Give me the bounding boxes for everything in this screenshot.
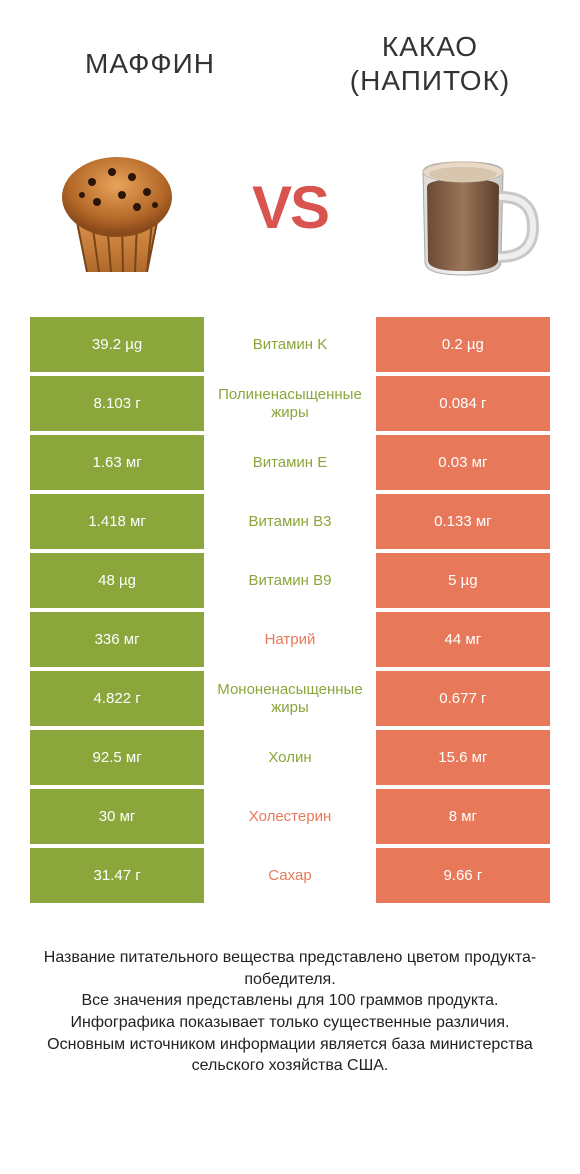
- right-value: 44 мг: [376, 612, 550, 667]
- right-value: 0.084 г: [376, 376, 550, 431]
- nutrition-row: 4.822 гМононенасыщенные жиры0.677 г: [30, 671, 550, 726]
- right-value: 9.66 г: [376, 848, 550, 903]
- muffin-icon: [37, 127, 197, 287]
- right-value: 0.677 г: [376, 671, 550, 726]
- nutrient-label: Натрий: [204, 612, 376, 667]
- right-product-title: КАКАО (НАПИТОК): [304, 30, 556, 97]
- nutrient-label: Витамин E: [204, 435, 376, 490]
- right-value: 5 µg: [376, 553, 550, 608]
- left-value: 1.418 мг: [30, 494, 204, 549]
- nutrition-row: 1.418 мгВитамин B30.133 мг: [30, 494, 550, 549]
- nutrient-label: Холин: [204, 730, 376, 785]
- header: МАФФИН КАКАО (НАПИТОК): [0, 0, 580, 107]
- cocoa-image: [383, 127, 543, 287]
- nutrition-row: 336 мгНатрий44 мг: [30, 612, 550, 667]
- footnote-text: Название питательного вещества представл…: [0, 907, 580, 1097]
- left-value: 30 мг: [30, 789, 204, 844]
- left-product-title: МАФФИН: [24, 47, 276, 81]
- nutrient-label: Холестерин: [204, 789, 376, 844]
- nutrition-row: 8.103 гПолиненасыщенные жиры0.084 г: [30, 376, 550, 431]
- nutrient-label: Полиненасыщенные жиры: [204, 376, 376, 431]
- nutrition-row: 1.63 мгВитамин E0.03 мг: [30, 435, 550, 490]
- images-row: VS: [0, 107, 580, 317]
- nutrient-label: Сахар: [204, 848, 376, 903]
- muffin-image: [37, 127, 197, 287]
- nutrient-label: Витамин K: [204, 317, 376, 372]
- right-value: 15.6 мг: [376, 730, 550, 785]
- nutrition-row: 48 µgВитамин B95 µg: [30, 553, 550, 608]
- left-value: 336 мг: [30, 612, 204, 667]
- left-value: 48 µg: [30, 553, 204, 608]
- nutrient-label: Мононенасыщенные жиры: [204, 671, 376, 726]
- nutrition-row: 31.47 гСахар9.66 г: [30, 848, 550, 903]
- nutrient-label: Витамин B9: [204, 553, 376, 608]
- left-value: 39.2 µg: [30, 317, 204, 372]
- nutrition-row: 30 мгХолестерин8 мг: [30, 789, 550, 844]
- left-value: 8.103 г: [30, 376, 204, 431]
- right-value: 0.03 мг: [376, 435, 550, 490]
- nutrition-table: 39.2 µgВитамин K0.2 µg8.103 гПолиненасыщ…: [0, 317, 580, 903]
- left-value: 4.822 г: [30, 671, 204, 726]
- nutrient-label: Витамин B3: [204, 494, 376, 549]
- right-value: 8 мг: [376, 789, 550, 844]
- right-value: 0.2 µg: [376, 317, 550, 372]
- right-value: 0.133 мг: [376, 494, 550, 549]
- left-value: 31.47 г: [30, 848, 204, 903]
- left-value: 1.63 мг: [30, 435, 204, 490]
- vs-label: VS: [252, 173, 328, 242]
- cocoa-mug-icon: [383, 127, 543, 287]
- nutrition-row: 92.5 мгХолин15.6 мг: [30, 730, 550, 785]
- left-value: 92.5 мг: [30, 730, 204, 785]
- nutrition-row: 39.2 µgВитамин K0.2 µg: [30, 317, 550, 372]
